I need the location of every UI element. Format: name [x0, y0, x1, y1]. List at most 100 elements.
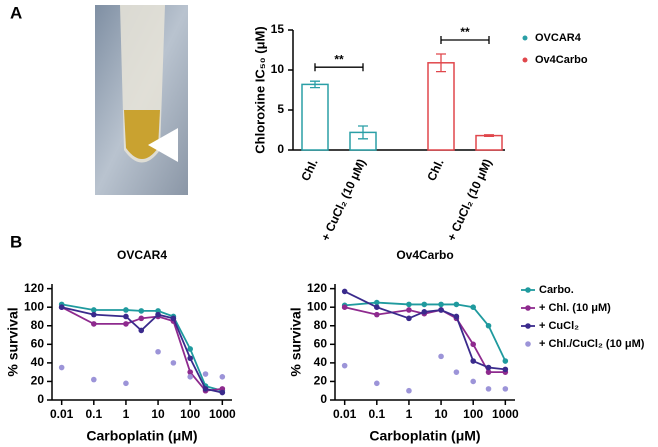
y-tick-label: 80 — [314, 318, 328, 332]
x-tick-label: 0.1 — [368, 407, 385, 421]
x-tick-label: + CuCl₂ (10 μM) — [444, 157, 494, 244]
legend-marker — [525, 305, 531, 311]
data-point — [438, 307, 444, 313]
x-tick-label: + CuCl₂ (10 μM) — [318, 157, 368, 244]
data-point — [341, 288, 348, 295]
data-point — [470, 378, 476, 385]
y-tick-label: 20 — [314, 374, 328, 388]
x-tick-label: 1 — [406, 407, 413, 421]
data-point — [453, 301, 460, 308]
data-point — [438, 353, 444, 360]
legend-label: OVCAR4 — [535, 32, 582, 44]
y-tick-label: 120 — [24, 281, 44, 295]
data-point — [123, 380, 129, 387]
panel-label: B — [10, 232, 22, 251]
data-point — [123, 321, 129, 327]
data-point — [155, 348, 161, 355]
data-point — [421, 301, 428, 308]
data-point — [470, 304, 476, 311]
error-bar — [310, 80, 320, 89]
x-tick-label: Chl. — [298, 157, 320, 183]
y-tick-label: 15 — [271, 22, 285, 36]
data-point — [155, 311, 161, 318]
significance-bracket — [440, 36, 490, 44]
y-tick-label: 60 — [314, 336, 328, 350]
data-point — [187, 369, 193, 375]
photo — [95, 5, 188, 195]
x-tick-label: 0.01 — [333, 407, 357, 421]
x-tick-label: 1000 — [209, 407, 236, 421]
legend-label: + Chl. (10 μM) — [539, 302, 611, 314]
data-point — [123, 307, 129, 313]
y-tick-label: 80 — [31, 318, 45, 332]
error-bar — [358, 125, 368, 140]
y-tick-label: 0 — [37, 392, 44, 406]
panel-label: A — [10, 3, 22, 22]
data-point — [58, 364, 65, 371]
x-axis-label: Carboplatin (μM) — [86, 428, 197, 444]
data-point — [438, 301, 444, 308]
data-point — [170, 360, 177, 366]
x-tick-label: 1000 — [492, 407, 519, 421]
data-point — [485, 386, 492, 392]
error-bar — [484, 134, 494, 138]
x-tick-label: 100 — [463, 407, 483, 421]
annotation: ** — [460, 25, 470, 39]
data-point — [202, 371, 209, 377]
annotation: ** — [334, 52, 344, 66]
data-point — [485, 364, 492, 371]
x-tick-label: Chl. — [424, 157, 446, 183]
data-point — [421, 309, 428, 315]
data-point — [58, 304, 65, 311]
legend-marker — [522, 57, 528, 63]
legend-marker — [522, 35, 528, 41]
legend-label: Carbo. — [539, 284, 574, 296]
y-tick-label: 120 — [307, 281, 327, 295]
bar — [427, 62, 455, 151]
data-point — [170, 315, 177, 322]
significance-bracket — [314, 63, 364, 72]
y-tick-label: 0 — [320, 392, 327, 406]
data-point — [91, 307, 97, 313]
data-point — [406, 387, 412, 394]
x-tick-label: 0.1 — [85, 407, 102, 421]
data-point — [91, 311, 97, 318]
x-tick-label: 100 — [180, 407, 200, 421]
legend-label: + Chl./CuCl₂ (10 μM) — [539, 338, 645, 350]
data-point — [341, 304, 348, 311]
data-point — [502, 358, 509, 364]
y-tick-label: 60 — [31, 336, 45, 350]
data-point — [502, 366, 509, 373]
y-tick-label: 10 — [271, 62, 285, 76]
x-tick-label: 10 — [434, 407, 448, 421]
data-point — [341, 362, 348, 369]
data-point — [406, 307, 412, 313]
data-point — [202, 386, 209, 392]
y-tick-label: 5 — [277, 102, 284, 116]
data-point — [406, 301, 412, 308]
data-point — [123, 313, 129, 320]
data-point — [219, 374, 226, 380]
chart-title: Ov4Carbo — [396, 248, 453, 262]
x-tick-label: 1 — [123, 407, 130, 421]
data-point — [470, 341, 476, 348]
legend-marker — [525, 287, 531, 293]
data-point — [374, 380, 380, 387]
data-point — [138, 308, 145, 314]
y-tick-label: 0 — [277, 142, 284, 156]
y-axis-label: % survival — [5, 307, 21, 376]
bar — [301, 83, 329, 151]
y-tick-label: 100 — [24, 299, 44, 313]
y-tick-label: 40 — [314, 355, 328, 369]
x-tick-label: 10 — [151, 407, 165, 421]
data-point — [187, 374, 193, 380]
y-axis-label: Chloroxine IC₅₀ (μM) — [252, 26, 267, 153]
bar — [475, 134, 503, 151]
error-bar — [436, 53, 446, 73]
y-tick-label: 100 — [307, 299, 327, 313]
data-point — [485, 322, 492, 329]
legend-label: + CuCl₂ — [539, 320, 579, 332]
data-point — [470, 358, 476, 364]
data-point — [91, 376, 97, 383]
legend-label: Ov4Carbo — [535, 54, 588, 66]
